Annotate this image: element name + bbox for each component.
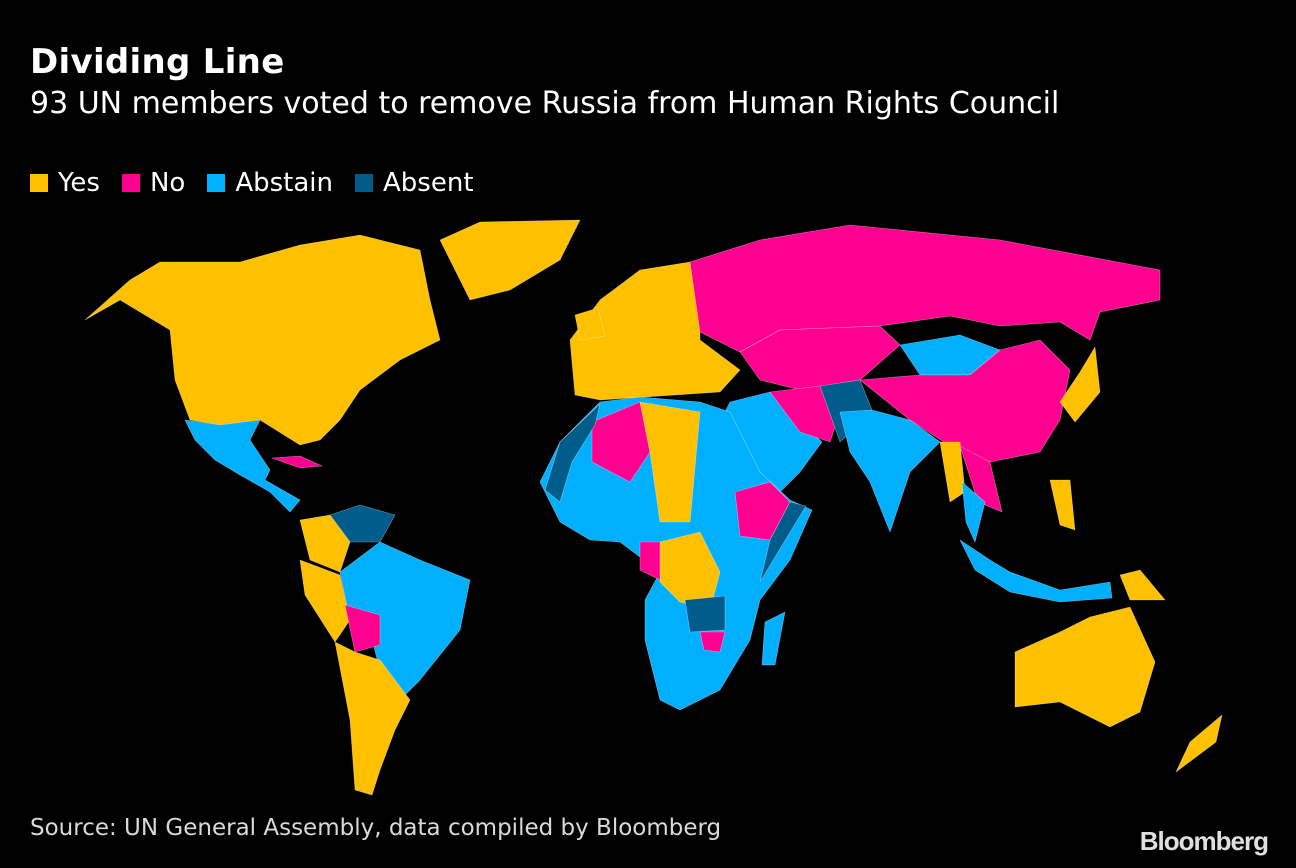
country-bolivia: [344, 604, 381, 653]
country-libya: [639, 401, 701, 523]
chart-subtitle: 93 UN members voted to remove Russia fro…: [30, 86, 1060, 121]
country-zimbabwe: [699, 631, 726, 653]
country-philippines: [1049, 479, 1076, 531]
legend-label-abstain: Abstain: [235, 168, 334, 198]
country-indonesia: [959, 539, 1113, 603]
country-colombia: [299, 514, 351, 573]
legend-item-no: No: [121, 168, 186, 198]
country-myanmar: [939, 441, 966, 503]
country-zambia: [684, 595, 726, 633]
chart-title: Dividing Line: [30, 42, 285, 82]
country-russia: [689, 224, 1161, 353]
country-uk: [574, 307, 606, 341]
country-cuba: [271, 455, 323, 469]
legend-item-yes: Yes: [30, 168, 100, 198]
country-vietnam-laos: [959, 445, 1003, 513]
legend-swatch-no: [121, 174, 140, 192]
legend-label-yes: Yes: [58, 168, 100, 198]
legend-swatch-yes: [30, 174, 48, 192]
country-algeria: [591, 401, 651, 483]
country-central-asia: [739, 325, 901, 391]
country-japan: [1059, 346, 1101, 423]
country-india: [839, 409, 941, 533]
bloomberg-logo: Bloomberg: [1139, 826, 1269, 856]
country-papua-new-guinea: [1119, 569, 1166, 601]
country-new-zealand: [1175, 714, 1223, 773]
country-morocco: [544, 403, 601, 503]
legend-swatch-absent: [355, 174, 374, 192]
country-argentina-chile: [334, 641, 411, 796]
legend-label-no: No: [149, 168, 186, 198]
country-greenland: [439, 219, 581, 301]
source-note: Source: UN General Assembly, data compil…: [30, 815, 722, 841]
country-australia: [1014, 606, 1156, 728]
country-madagascar: [761, 611, 786, 666]
country-somalia: [759, 501, 807, 583]
legend-swatch-abstain: [207, 174, 226, 192]
world-map: [84, 219, 1223, 796]
country-thailand: [961, 481, 986, 543]
legend-label-absent: Absent: [383, 168, 474, 198]
legend-item-abstain: Abstain: [207, 168, 333, 198]
legend: Yes No Abstain Absent: [30, 168, 474, 198]
country-north-america: [84, 234, 441, 446]
country-peru: [299, 559, 351, 643]
country-congo: [639, 541, 661, 581]
legend-item-absent: Absent: [355, 168, 474, 198]
country-mexico-central-america: [184, 419, 301, 513]
